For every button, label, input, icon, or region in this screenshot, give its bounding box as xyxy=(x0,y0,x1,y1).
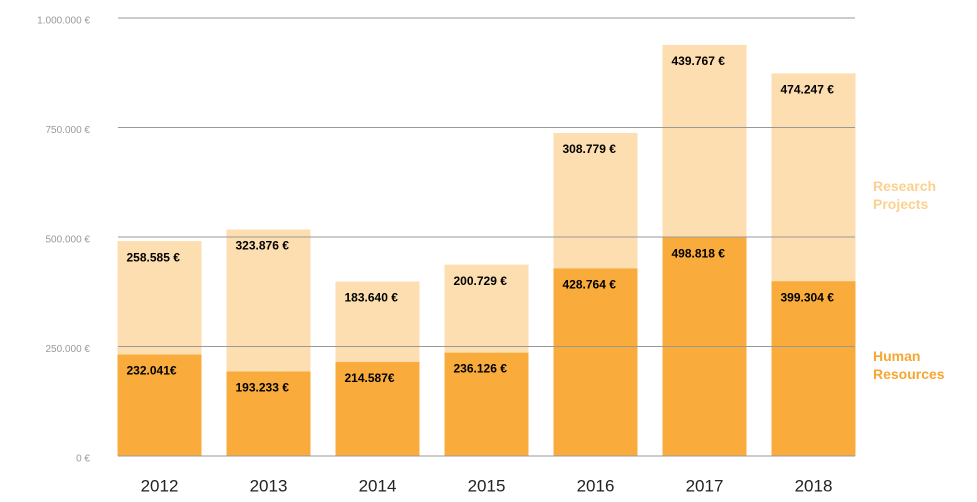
value-label: 258.585 € xyxy=(127,250,181,264)
bar xyxy=(771,73,856,282)
value-label: 498.818 € xyxy=(672,247,726,261)
value-label: 193.233 € xyxy=(236,381,290,395)
bar xyxy=(771,281,856,456)
bar xyxy=(335,281,420,363)
y-tick-label: 1.000.000 € xyxy=(37,16,90,27)
y-tick-label: 0 € xyxy=(76,454,90,465)
y-tick-label: 500.000 € xyxy=(46,235,91,246)
value-label: 232.041€ xyxy=(127,364,177,378)
bar xyxy=(226,371,311,456)
x-tick-label: 2014 xyxy=(359,476,397,495)
value-label: 308.779 € xyxy=(563,142,617,156)
value-label: 428.764 € xyxy=(563,277,617,291)
bar xyxy=(335,362,420,456)
value-label: 236.126 € xyxy=(454,362,508,376)
bar xyxy=(117,354,202,456)
bar xyxy=(444,352,529,456)
value-label: 214.587€ xyxy=(345,371,395,385)
bar xyxy=(662,44,747,238)
value-label: 399.304 € xyxy=(781,290,835,304)
value-label: 200.729 € xyxy=(454,274,508,288)
value-label: 183.640 € xyxy=(345,291,399,305)
bar xyxy=(553,268,638,456)
x-tick-label: 2012 xyxy=(141,476,179,495)
value-label: 474.247 € xyxy=(781,83,835,97)
bar xyxy=(553,132,638,269)
y-tick-label: 750.000 € xyxy=(46,125,91,136)
x-tick-label: 2017 xyxy=(686,476,724,495)
bar xyxy=(444,264,529,353)
value-label: 439.767 € xyxy=(672,54,726,68)
x-tick-label: 2015 xyxy=(468,476,506,495)
y-tick-label: 250.000 € xyxy=(46,344,91,355)
legend-entry: Human Resources xyxy=(873,348,945,382)
bar xyxy=(117,241,202,355)
x-tick-label: 2018 xyxy=(795,476,833,495)
value-label: 323.876 € xyxy=(236,239,290,253)
legend-entry: Research Projects xyxy=(873,178,937,212)
x-tick-label: 2016 xyxy=(577,476,615,495)
bar xyxy=(226,229,311,372)
x-tick-label: 2013 xyxy=(250,476,288,495)
